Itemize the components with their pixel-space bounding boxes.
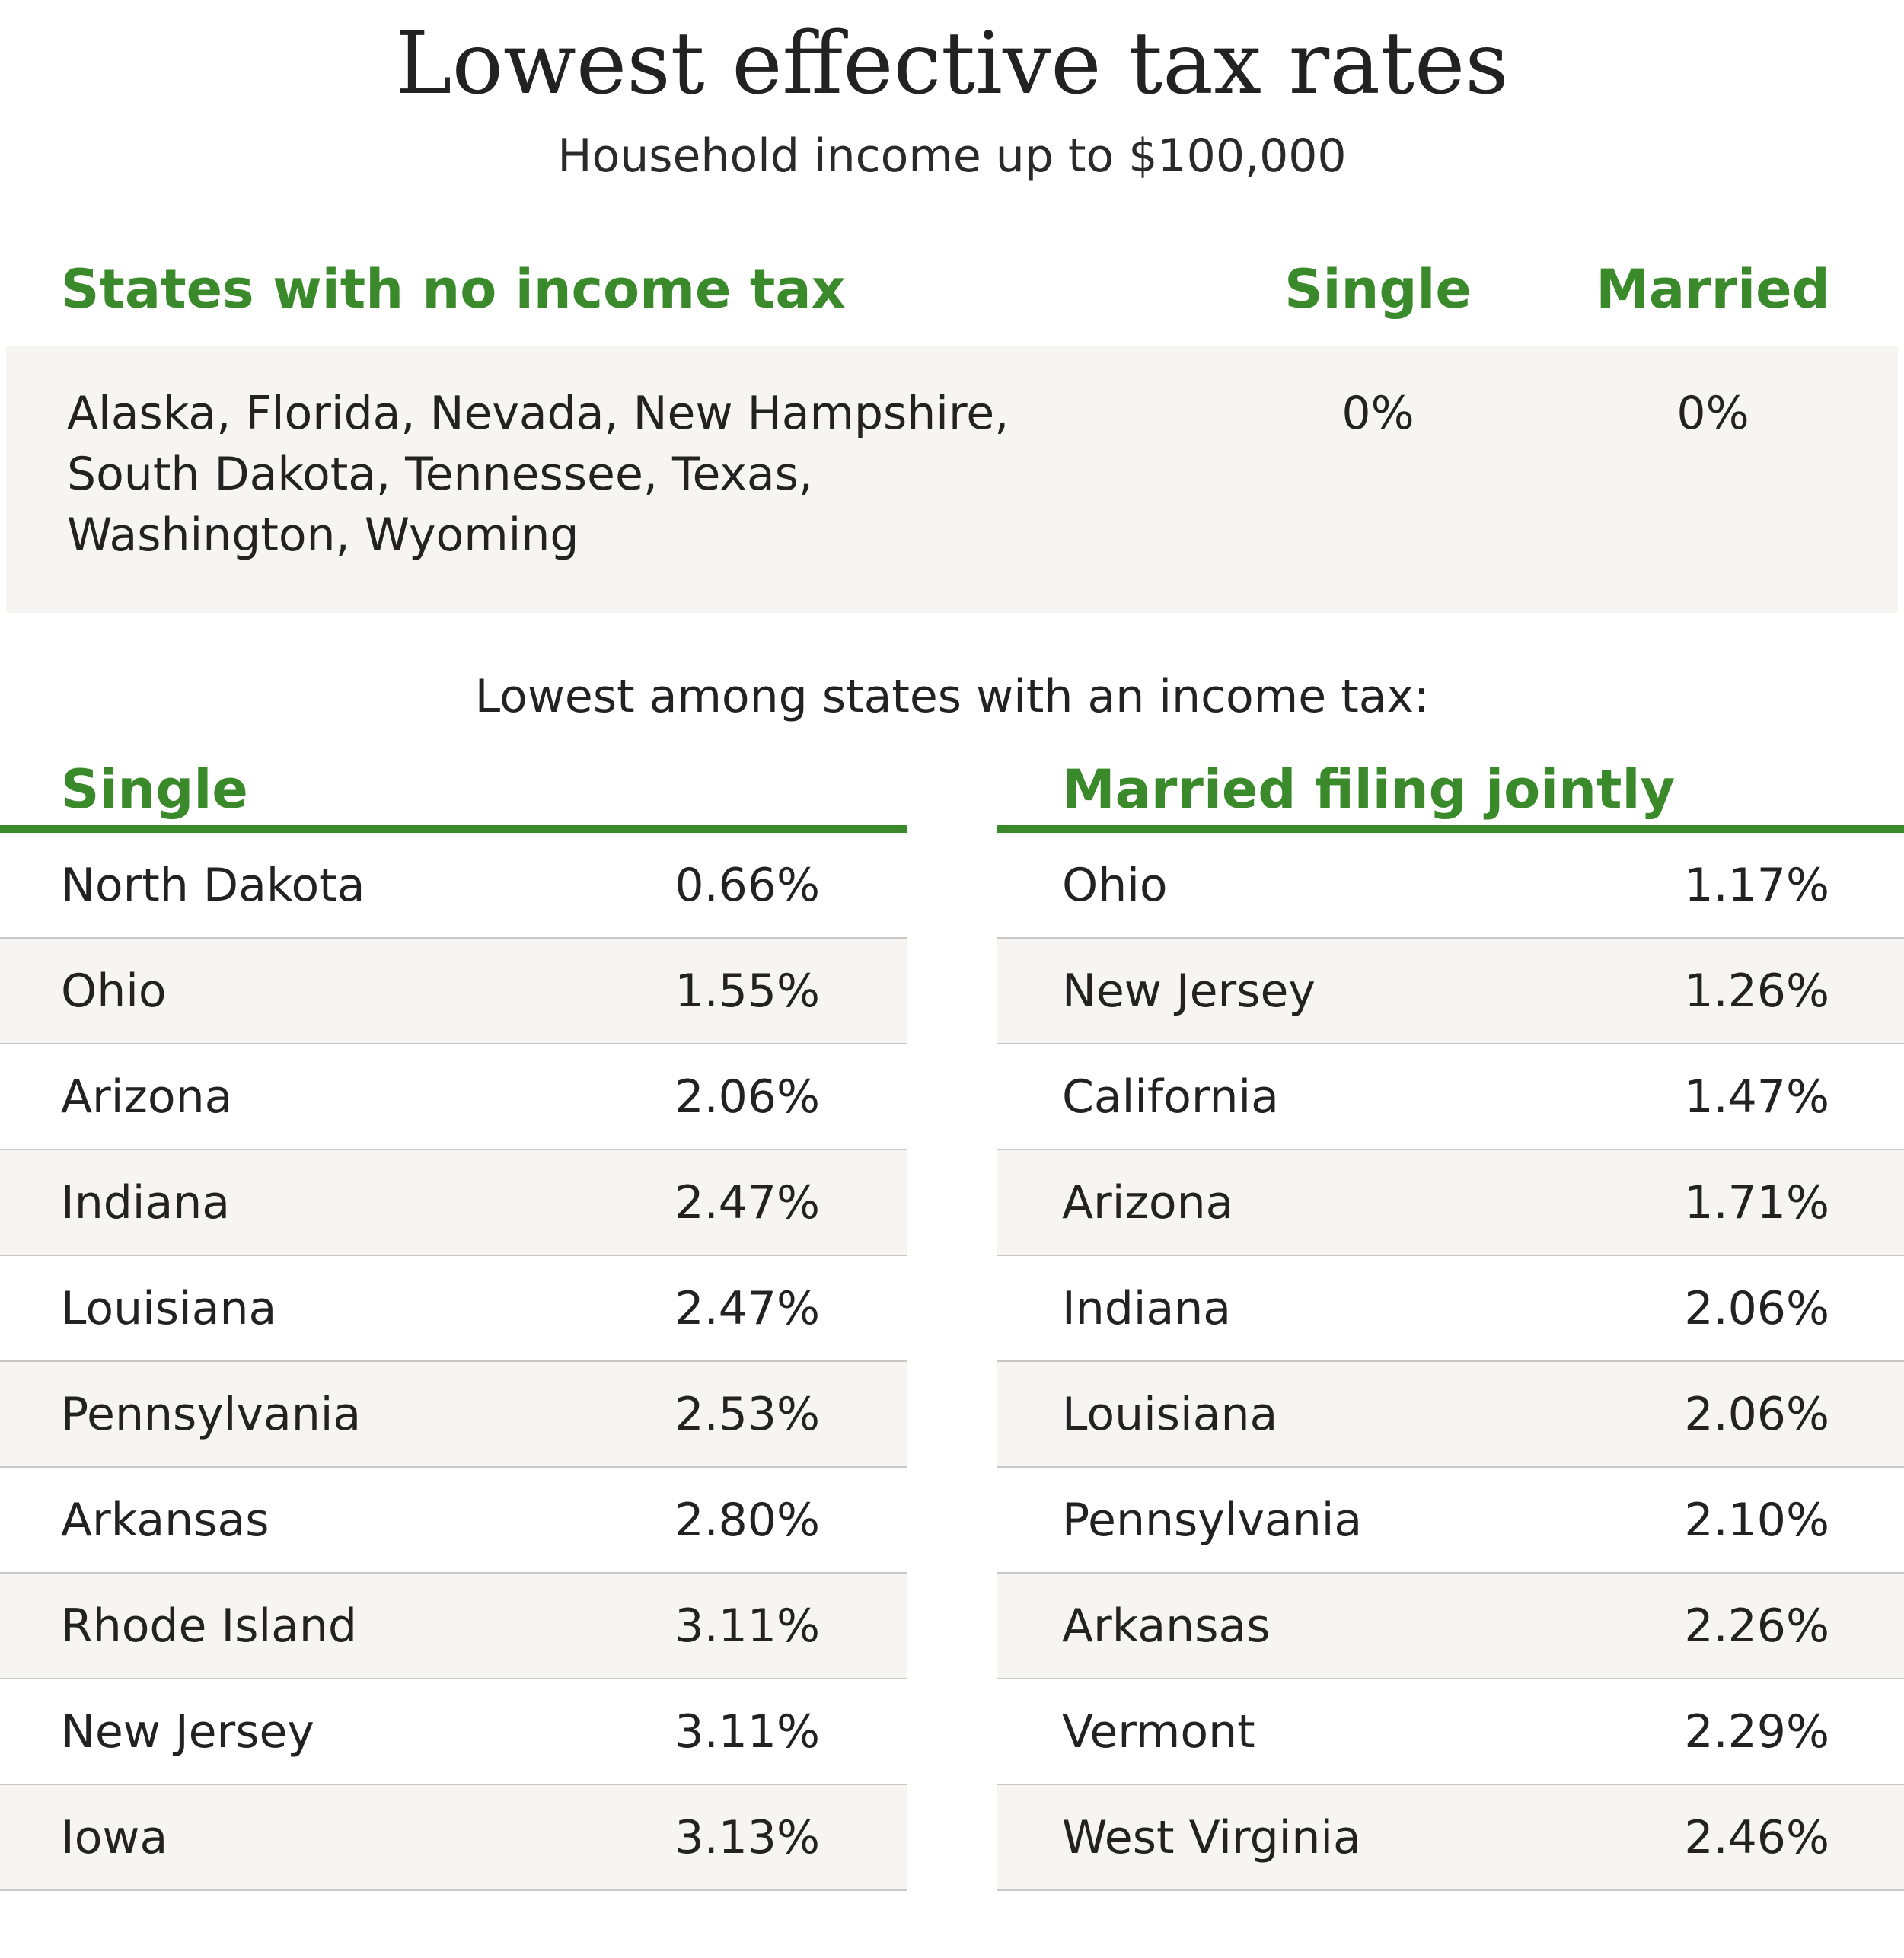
table-row: Ohio 1.55%: [0, 939, 907, 1044]
tax-rate: 2.29%: [1684, 1705, 1829, 1759]
table-row: Louisiana 2.06%: [997, 1362, 1904, 1468]
tax-rate: 2.26%: [1684, 1599, 1829, 1653]
state-name: Arizona: [1062, 1176, 1234, 1229]
no-income-tax-married-label: Married: [1596, 258, 1830, 320]
married-table-rows: Ohio 1.17% New Jersey 1.26% California 1.47% A…: [997, 833, 1904, 1891]
tax-rate: 1.26%: [1684, 965, 1829, 1018]
table-row: New Jersey 3.11%: [0, 1679, 907, 1785]
table-row: Arkansas 2.80%: [0, 1468, 907, 1574]
state-name: Pennsylvania: [61, 1388, 362, 1441]
state-name: New Jersey: [61, 1705, 314, 1759]
no-income-tax-header: States with no income tax Single Married: [0, 251, 1904, 327]
no-income-tax-single-label: Single: [1284, 258, 1472, 320]
single-table-heading: Single: [61, 758, 248, 821]
state-name: Ohio: [1062, 859, 1168, 912]
table-row: Rhode Island 3.11%: [0, 1574, 907, 1679]
tax-rate: 2.53%: [675, 1388, 820, 1441]
state-name: North Dakota: [61, 859, 365, 912]
state-name: Arizona: [61, 1070, 233, 1124]
state-name: Ohio: [61, 965, 167, 1018]
married-table-heading: Married filing jointly: [1062, 758, 1676, 821]
table-row: Pennsylvania 2.10%: [997, 1468, 1904, 1574]
states-line: Alaska, Florida, Nevada, New Hampshire,: [67, 387, 1009, 440]
single-table: Single North Dakota 0.66% Ohio 1.55% Arizona…: [0, 754, 907, 1891]
tax-rate: 1.71%: [1684, 1176, 1829, 1229]
table-row: Indiana 2.06%: [997, 1256, 1904, 1362]
no-income-tax-panel: Alaska, Florida, Nevada, New Hampshire, …: [6, 346, 1898, 613]
tax-rate: 2.47%: [675, 1282, 820, 1335]
no-income-tax-states: Alaska, Florida, Nevada, New Hampshire, …: [67, 383, 1118, 566]
state-name: Iowa: [61, 1811, 168, 1864]
state-name: Pennsylvania: [1062, 1494, 1363, 1547]
state-name: Louisiana: [61, 1282, 277, 1335]
tax-rate: 1.17%: [1684, 859, 1829, 912]
tax-rate: 2.06%: [1684, 1282, 1829, 1335]
single-table-rows: North Dakota 0.66% Ohio 1.55% Arizona 2.06% In…: [0, 833, 907, 1891]
states-line: Washington, Wyoming: [67, 509, 579, 562]
married-table-rule: [997, 825, 1904, 833]
page-title: Lowest effective tax rates: [395, 14, 1509, 113]
tax-rate: 2.46%: [1684, 1811, 1829, 1864]
state-name: Indiana: [1062, 1282, 1232, 1335]
table-row: Vermont 2.29%: [997, 1679, 1904, 1785]
tax-rate: 1.47%: [1684, 1070, 1829, 1124]
states-line: South Dakota, Tennessee, Texas,: [67, 448, 813, 501]
no-income-tax-heading: States with no income tax: [61, 258, 846, 320]
tax-rate: 2.47%: [675, 1176, 820, 1229]
lowest-among-heading: Lowest among states with an income tax:: [474, 670, 1430, 723]
tax-rate: 2.10%: [1684, 1494, 1829, 1547]
state-name: West Virginia: [1062, 1811, 1361, 1864]
no-income-tax-married-rate: 0%: [1676, 387, 1749, 440]
married-table: Married filing jointly Ohio 1.17% New Jers…: [997, 754, 1904, 1891]
table-row: California 1.47%: [997, 1044, 1904, 1150]
tax-rate: 0.66%: [675, 859, 820, 912]
tax-rate: 3.11%: [675, 1599, 820, 1653]
page-subtitle: Household income up to $100,000: [557, 129, 1347, 183]
state-name: New Jersey: [1062, 965, 1316, 1018]
single-table-header: Single: [0, 754, 907, 825]
table-row: North Dakota 0.66%: [0, 833, 907, 939]
tax-rate: 2.06%: [1684, 1388, 1829, 1441]
state-name: Rhode Island: [61, 1599, 358, 1653]
tax-rate: 3.11%: [675, 1705, 820, 1759]
no-income-tax-single-rate: 0%: [1341, 387, 1414, 440]
table-row: West Virginia 2.46%: [997, 1785, 1904, 1891]
table-row: Ohio 1.17%: [997, 833, 1904, 939]
married-table-header: Married filing jointly: [997, 754, 1904, 825]
state-name: Arkansas: [61, 1494, 269, 1547]
table-row: Pennsylvania 2.53%: [0, 1362, 907, 1468]
table-row: Louisiana 2.47%: [0, 1256, 907, 1362]
tax-rate: 3.13%: [675, 1811, 820, 1864]
state-name: Arkansas: [1062, 1599, 1271, 1653]
single-table-rule: [0, 825, 907, 833]
tax-rate: 2.06%: [675, 1070, 820, 1124]
table-row: Arizona 2.06%: [0, 1044, 907, 1150]
state-name: Louisiana: [1062, 1388, 1278, 1441]
table-row: Iowa 3.13%: [0, 1785, 907, 1891]
table-row: New Jersey 1.26%: [997, 939, 1904, 1044]
state-name: Vermont: [1062, 1705, 1255, 1759]
state-name: Indiana: [61, 1176, 231, 1229]
tax-rate: 2.80%: [675, 1494, 820, 1547]
state-name: California: [1062, 1070, 1279, 1124]
table-row: Indiana 2.47%: [0, 1150, 907, 1256]
tax-rate: 1.55%: [675, 965, 820, 1018]
table-row: Arizona 1.71%: [997, 1150, 1904, 1256]
table-row: Arkansas 2.26%: [997, 1574, 1904, 1679]
